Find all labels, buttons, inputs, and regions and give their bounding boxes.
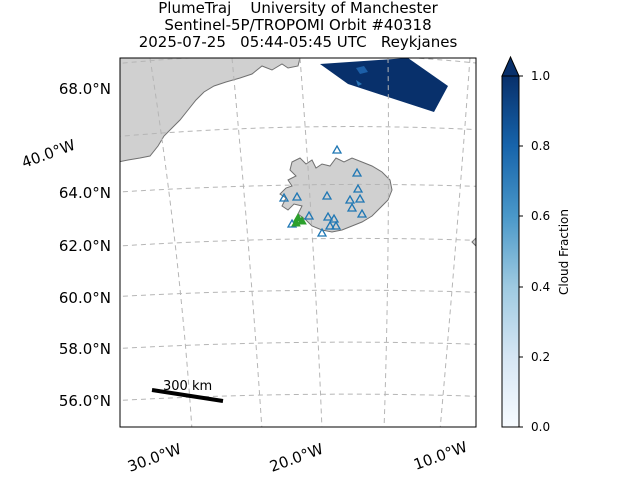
title-line-3: 2025-07-25 05:44-05:45 UTC Reykjanes	[138, 33, 458, 51]
triangle-icon	[356, 208, 368, 218]
triangle-icon	[316, 227, 328, 237]
cloud-fraction-swath-detail-2	[356, 80, 362, 86]
colorbar-tick-3: 0.6	[531, 209, 550, 223]
parallel-60N	[120, 289, 476, 297]
meridian-30W	[149, 58, 193, 427]
map-frame	[119, 57, 477, 428]
lat-label-56N: 56.0°N	[59, 392, 111, 410]
triangle-icon	[291, 191, 303, 201]
triangle-icon	[344, 194, 356, 204]
triangle-icon	[291, 217, 301, 227]
triangle-icon	[331, 144, 343, 154]
graticule	[120, 58, 476, 427]
triangle-icon	[322, 211, 334, 221]
meridian-25W	[231, 58, 263, 427]
meridian-15W	[383, 58, 389, 427]
meridian-10W	[439, 58, 471, 427]
lat-label-64N: 64.0°N	[59, 184, 111, 202]
map-area	[120, 58, 476, 427]
triangle-icon	[346, 202, 358, 212]
lat-label-62N: 62.0°N	[59, 237, 111, 255]
title-line-2: Sentinel-5P/TROPOMI Orbit #40318	[164, 16, 432, 34]
colorbar-tick-5: 1.0	[531, 69, 550, 83]
triangle-icon	[303, 210, 315, 220]
scale-bar	[151, 388, 224, 403]
volcano-markers	[278, 144, 368, 237]
triangle-icon	[278, 192, 290, 202]
colorbar-tick-4: 0.8	[531, 139, 550, 153]
colorbar: 0.0 0.2 0.4 0.6 0.8 1.0 Cloud Fraction	[501, 55, 571, 434]
colorbar-tick-2: 0.4	[531, 280, 550, 294]
triangle-icon	[328, 213, 340, 223]
colorbar-tick-1: 0.2	[531, 350, 550, 364]
lat-label-58N: 58.0°N	[59, 340, 111, 358]
triangle-icon	[354, 193, 366, 203]
parallel-68N	[120, 58, 476, 64]
triangle-icon	[330, 220, 342, 230]
lon-label-30W: 30.0°W	[125, 440, 184, 476]
parallel-58N	[120, 341, 476, 349]
lon-label-40W: 40.0°W	[19, 136, 78, 172]
triangle-icon	[352, 183, 364, 193]
triangle-icon	[351, 167, 363, 177]
lon-label-10W: 10.0°W	[411, 438, 470, 474]
greenland-landmass	[120, 58, 301, 163]
colorbar-extend-arrow	[501, 55, 520, 77]
scale-bar-label: 300 km	[163, 379, 212, 394]
lat-label-60N: 60.0°N	[59, 289, 111, 307]
parallel-62N	[120, 237, 476, 247]
meridian-20W	[299, 58, 323, 427]
cloud-fraction-swath	[320, 58, 448, 112]
lon-label-20W: 20.0°W	[267, 440, 326, 476]
target-markers	[291, 212, 307, 227]
lat-label-68N: 68.0°N	[59, 80, 111, 98]
colorbar-label: Cloud Fraction	[557, 209, 571, 295]
triangle-icon	[321, 190, 333, 200]
parallel-56N	[120, 393, 476, 401]
cloud-fraction-swath-detail	[356, 66, 368, 74]
triangle-icon	[297, 215, 307, 225]
title-line-1: PlumeTraj University of Manchester	[158, 0, 438, 17]
parallel-64N	[120, 183, 476, 193]
triangle-icon	[324, 220, 336, 230]
parallel-66N	[120, 126, 476, 137]
colorbar-tick-0: 0.0	[531, 420, 550, 434]
